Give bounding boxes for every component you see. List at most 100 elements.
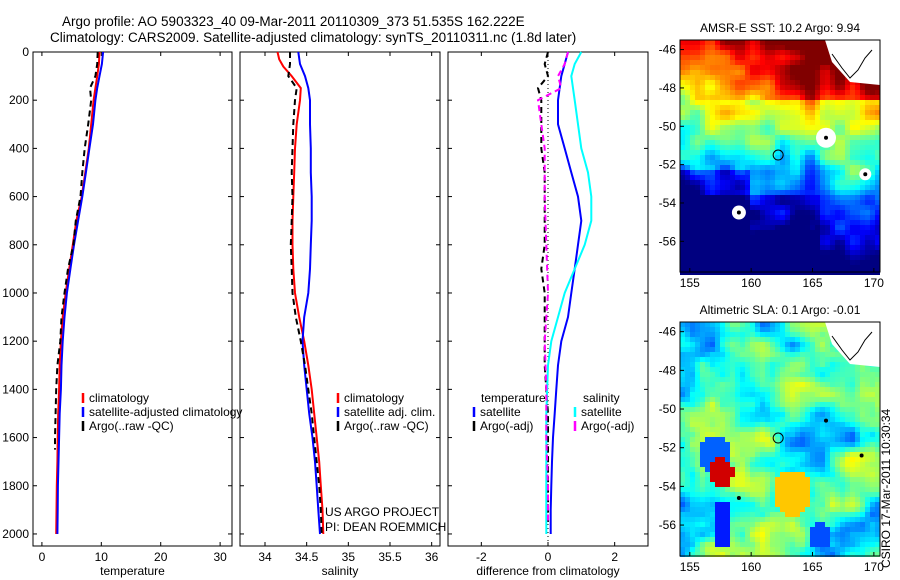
map-cell — [815, 387, 820, 392]
map-cell — [700, 70, 705, 75]
map-cell — [870, 437, 875, 442]
map-cell — [830, 432, 835, 437]
map-cell — [855, 245, 860, 250]
map-cell — [760, 250, 765, 255]
map-cell — [750, 512, 755, 517]
map-cell — [690, 160, 695, 165]
map-cell — [765, 397, 770, 402]
map-cell — [875, 487, 880, 492]
map-cell — [860, 140, 865, 145]
map-cell — [775, 472, 780, 477]
map-cell — [700, 155, 705, 160]
map-cell — [705, 432, 710, 437]
map-cell — [815, 90, 820, 95]
map-cell — [805, 215, 810, 220]
map-cell — [860, 85, 865, 90]
map-cell — [765, 407, 770, 412]
map-cell — [870, 427, 875, 432]
map-cell — [785, 195, 790, 200]
map-cell — [685, 447, 690, 452]
map-cell — [805, 382, 810, 387]
map-cell — [720, 357, 725, 362]
map-cell — [740, 382, 745, 387]
map-cell — [705, 372, 710, 377]
map-cell — [860, 397, 865, 402]
map-cell — [850, 547, 855, 552]
map-cell — [825, 542, 830, 547]
map-cell — [840, 210, 845, 215]
map-cell — [705, 260, 710, 265]
map-cell — [830, 462, 835, 467]
map-cell — [840, 230, 845, 235]
map-cell — [735, 220, 740, 225]
x-tick-label: 160 — [741, 276, 761, 290]
map-cell — [680, 472, 685, 477]
map-cell — [810, 352, 815, 357]
map-cell — [825, 255, 830, 260]
map-cell — [705, 412, 710, 417]
map-cell — [775, 547, 780, 552]
map-cell — [690, 135, 695, 140]
map-cell — [790, 432, 795, 437]
map-cell — [790, 507, 795, 512]
map-cell — [845, 507, 850, 512]
map-cell — [725, 472, 730, 477]
map-cell — [805, 75, 810, 80]
map-cell — [790, 377, 795, 382]
map-cell — [695, 507, 700, 512]
map-cell — [840, 100, 845, 105]
map-cell — [875, 462, 880, 467]
map-cell — [740, 332, 745, 337]
map-cell — [805, 402, 810, 407]
map-cell — [760, 377, 765, 382]
y-tick-label: 1000 — [2, 286, 29, 300]
map-cell — [820, 427, 825, 432]
map-cell — [680, 362, 685, 367]
map-cell — [845, 170, 850, 175]
map-cell — [715, 45, 720, 50]
map-cell — [865, 462, 870, 467]
map-cell — [725, 357, 730, 362]
map-cell — [770, 100, 775, 105]
map-cell — [845, 452, 850, 457]
map-cell — [730, 260, 735, 265]
map-cell — [825, 50, 830, 55]
map-cell — [730, 175, 735, 180]
map-cell — [815, 452, 820, 457]
map-cell — [725, 352, 730, 357]
map-cell — [815, 175, 820, 180]
map-cell — [795, 80, 800, 85]
map-cell — [705, 442, 710, 447]
map-cell — [800, 427, 805, 432]
map-cell — [750, 527, 755, 532]
map-cell — [695, 512, 700, 517]
map-cell — [725, 220, 730, 225]
map-cell — [750, 427, 755, 432]
map-cell — [870, 397, 875, 402]
map-cell — [725, 260, 730, 265]
map-cell — [770, 382, 775, 387]
map-cell — [760, 457, 765, 462]
map-cell — [805, 492, 810, 497]
map-cell — [725, 527, 730, 532]
map-cell — [830, 527, 835, 532]
map-cell — [720, 462, 725, 467]
map-cell — [855, 165, 860, 170]
map-cell — [835, 447, 840, 452]
map-cell — [695, 537, 700, 542]
map-cell — [760, 125, 765, 130]
map-cell — [860, 487, 865, 492]
map-cell — [740, 130, 745, 135]
map-cell — [710, 427, 715, 432]
map-cell — [750, 487, 755, 492]
map-cell — [825, 332, 830, 337]
map-cell — [740, 95, 745, 100]
map-cell — [805, 507, 810, 512]
map-cell — [700, 220, 705, 225]
map-cell — [815, 502, 820, 507]
map-cell — [755, 45, 760, 50]
map-cell — [790, 250, 795, 255]
map-cell — [750, 150, 755, 155]
map-cell — [775, 402, 780, 407]
